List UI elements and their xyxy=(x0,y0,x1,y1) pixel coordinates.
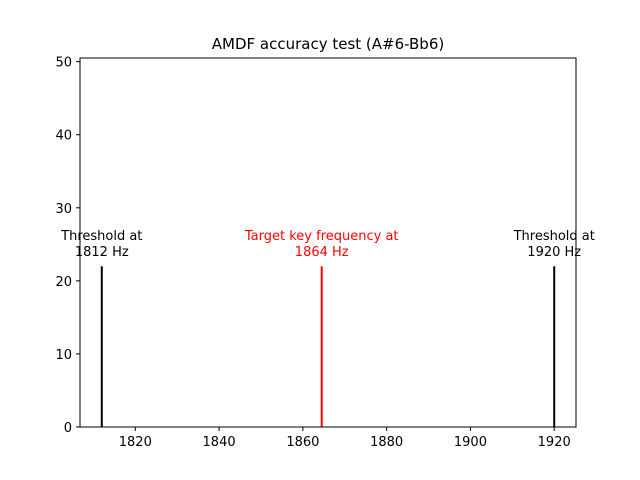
frequency-label-2-0: Threshold at xyxy=(513,229,595,244)
x-tick-label: 1900 xyxy=(454,435,487,450)
y-tick-label: 10 xyxy=(55,348,72,363)
y-tick-label: 50 xyxy=(55,56,72,71)
frequency-label-1-1: 1864 Hz xyxy=(295,245,349,260)
frequency-label-0-1: 1812 Hz xyxy=(75,245,129,260)
chart-title: AMDF accuracy test (A#6-Bb6) xyxy=(212,35,444,53)
x-tick-label: 1920 xyxy=(538,435,571,450)
x-tick-label: 1860 xyxy=(286,435,319,450)
y-tick-label: 0 xyxy=(64,421,72,436)
frequency-label-2-1: 1920 Hz xyxy=(527,245,581,260)
y-tick-label: 20 xyxy=(55,275,72,290)
y-tick-label: 30 xyxy=(55,202,72,217)
frequency-label-1-0: Target key frequency at xyxy=(244,229,399,244)
plot-frame xyxy=(79,57,577,428)
x-tick-label: 1840 xyxy=(203,435,236,450)
frequency-label-0-0: Threshold at xyxy=(60,229,142,244)
x-tick-label: 1820 xyxy=(119,435,152,450)
y-tick-label: 40 xyxy=(55,129,72,144)
x-tick-label: 1880 xyxy=(370,435,403,450)
